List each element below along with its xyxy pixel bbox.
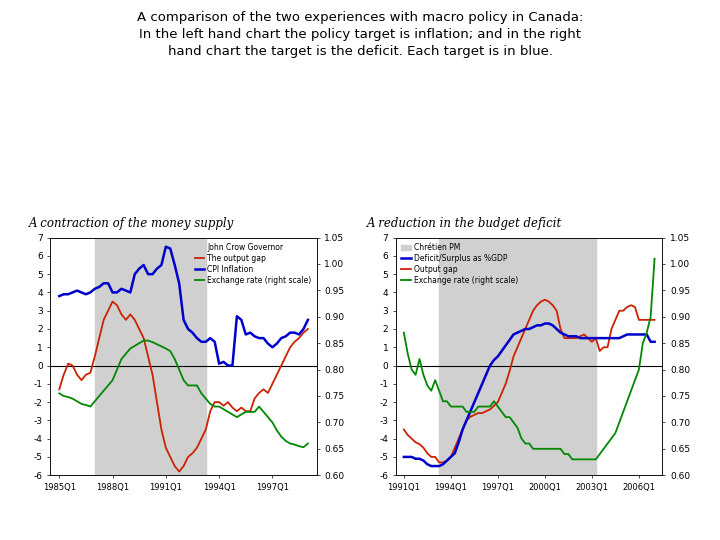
Text: A reduction in the budget deficit: A reduction in the budget deficit — [367, 217, 562, 230]
Text: A comparison of the two experiences with macro policy in Canada:
In the left han: A comparison of the two experiences with… — [137, 11, 583, 58]
Legend: Chrétien PM, Deficit/Surplus as %GDP, Output gap, Exchange rate (right scale): Chrétien PM, Deficit/Surplus as %GDP, Ou… — [400, 241, 519, 286]
Text: A contraction of the money supply: A contraction of the money supply — [29, 217, 234, 230]
Legend: John Crow Governor, The output gap, CPI Inflation, Exchange rate (right scale): John Crow Governor, The output gap, CPI … — [194, 241, 313, 286]
Bar — [439, 238, 595, 475]
Bar — [95, 238, 206, 475]
